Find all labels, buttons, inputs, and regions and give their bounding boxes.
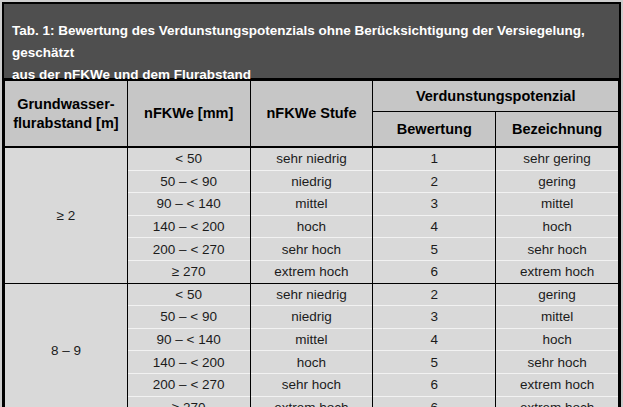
bewertung-cell: 1: [373, 147, 496, 170]
evaporation-potential-table: Grundwasser- flurabstand [m] nFKWe [mm] …: [4, 80, 619, 407]
bewertung-cell: 6: [373, 373, 496, 396]
bezeichnung-cell: extrem hoch: [496, 396, 619, 407]
nfkwe-mm-cell: ≥ 270: [127, 396, 250, 407]
table-row: ≥ 2< 50sehr niedrig1sehr gering: [5, 147, 619, 170]
bezeichnung-cell: extrem hoch: [496, 260, 619, 283]
nfkwe-stufe-cell: extrem hoch: [250, 260, 373, 283]
nfkwe-mm-cell: 90 – < 140: [127, 193, 250, 216]
header-nfkwe-mm: nFKWe [mm]: [127, 81, 250, 148]
bezeichnung-cell: sehr hoch: [496, 351, 619, 374]
bezeichnung-cell: gering: [496, 283, 619, 306]
nfkwe-stufe-cell: sehr hoch: [250, 238, 373, 261]
nfkwe-mm-cell: ≥ 270: [127, 260, 250, 283]
header-flurabstand: Grundwasser- flurabstand [m]: [5, 81, 128, 148]
bewertung-cell: 2: [373, 283, 496, 306]
table-caption: Tab. 1: Bewertung des Verdunstungspotenz…: [4, 4, 619, 80]
bewertung-cell: 5: [373, 351, 496, 374]
nfkwe-mm-cell: < 50: [127, 283, 250, 306]
nfkwe-stufe-cell: niedrig: [250, 170, 373, 193]
table-frame: Tab. 1: Bewertung des Verdunstungspotenz…: [2, 2, 621, 407]
bewertung-cell: 3: [373, 306, 496, 329]
nfkwe-mm-cell: 50 – < 90: [127, 306, 250, 329]
caption-line-1: Tab. 1: Bewertung des Verdunstungspotenz…: [12, 20, 609, 64]
bewertung-cell: 4: [373, 215, 496, 238]
bewertung-cell: 4: [373, 328, 496, 351]
nfkwe-stufe-cell: hoch: [250, 215, 373, 238]
nfkwe-stufe-cell: sehr niedrig: [250, 283, 373, 306]
bezeichnung-cell: sehr hoch: [496, 238, 619, 261]
bezeichnung-cell: extrem hoch: [496, 373, 619, 396]
header-nfkwe-stufe: nFKWe Stufe: [250, 81, 373, 148]
bewertung-cell: 6: [373, 260, 496, 283]
nfkwe-stufe-cell: niedrig: [250, 306, 373, 329]
bewertung-cell: 5: [373, 238, 496, 261]
header-bezeichnung: Bezeichnung: [496, 112, 619, 148]
nfkwe-stufe-cell: mittel: [250, 328, 373, 351]
header-verdunstungspotenzial: Verdunstungspotenzial: [373, 81, 619, 112]
nfkwe-mm-cell: 140 – < 200: [127, 215, 250, 238]
table-body: ≥ 2< 50sehr niedrig1sehr gering50 – < 90…: [5, 147, 619, 407]
bewertung-cell: 3: [373, 193, 496, 216]
nfkwe-mm-cell: 140 – < 200: [127, 351, 250, 374]
nfkwe-stufe-cell: mittel: [250, 193, 373, 216]
nfkwe-stufe-cell: sehr niedrig: [250, 147, 373, 170]
nfkwe-mm-cell: 200 – < 270: [127, 238, 250, 261]
bezeichnung-cell: hoch: [496, 328, 619, 351]
nfkwe-stufe-cell: extrem hoch: [250, 396, 373, 407]
bezeichnung-cell: mittel: [496, 306, 619, 329]
nfkwe-mm-cell: 50 – < 90: [127, 170, 250, 193]
nfkwe-mm-cell: 200 – < 270: [127, 373, 250, 396]
bezeichnung-cell: hoch: [496, 215, 619, 238]
nfkwe-stufe-cell: hoch: [250, 351, 373, 374]
flurabstand-cell: ≥ 2: [5, 147, 128, 283]
bewertung-cell: 6: [373, 396, 496, 407]
bezeichnung-cell: gering: [496, 170, 619, 193]
table-header: Grundwasser- flurabstand [m] nFKWe [mm] …: [5, 81, 619, 148]
header-bewertung: Bewertung: [373, 112, 496, 148]
nfkwe-mm-cell: 90 – < 140: [127, 328, 250, 351]
bewertung-cell: 2: [373, 170, 496, 193]
bezeichnung-cell: mittel: [496, 193, 619, 216]
header-flurabstand-line1: Grundwasser-: [8, 95, 124, 114]
bezeichnung-cell: sehr gering: [496, 147, 619, 170]
table-row: 8 – 9< 50sehr niedrig2gering: [5, 283, 619, 306]
flurabstand-cell: 8 – 9: [5, 283, 128, 407]
nfkwe-stufe-cell: sehr hoch: [250, 373, 373, 396]
nfkwe-mm-cell: < 50: [127, 147, 250, 170]
header-flurabstand-line2: flurabstand [m]: [8, 114, 124, 133]
